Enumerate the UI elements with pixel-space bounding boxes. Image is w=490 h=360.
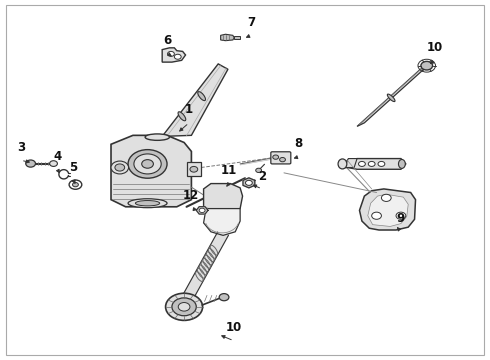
Polygon shape: [181, 232, 228, 301]
Text: 10: 10: [427, 41, 443, 54]
Circle shape: [381, 194, 391, 202]
Polygon shape: [162, 64, 228, 136]
Ellipse shape: [128, 199, 167, 208]
Circle shape: [73, 183, 78, 187]
Ellipse shape: [178, 112, 186, 121]
Circle shape: [172, 298, 196, 316]
Circle shape: [115, 164, 124, 171]
Circle shape: [378, 161, 385, 166]
Circle shape: [166, 293, 202, 320]
Polygon shape: [357, 66, 428, 126]
Circle shape: [134, 154, 161, 174]
Polygon shape: [203, 208, 240, 235]
Text: 9: 9: [397, 212, 405, 225]
Circle shape: [368, 161, 375, 166]
Circle shape: [219, 294, 229, 301]
Ellipse shape: [198, 92, 205, 100]
Circle shape: [199, 208, 205, 212]
FancyBboxPatch shape: [271, 152, 291, 164]
Circle shape: [174, 54, 181, 59]
Text: 1: 1: [185, 103, 193, 116]
Circle shape: [190, 166, 198, 172]
Circle shape: [273, 155, 279, 159]
Circle shape: [111, 161, 128, 174]
Text: 4: 4: [53, 150, 62, 163]
Circle shape: [421, 62, 433, 70]
Circle shape: [245, 180, 252, 185]
Ellipse shape: [387, 94, 395, 102]
Ellipse shape: [398, 159, 405, 168]
Circle shape: [168, 51, 174, 57]
Polygon shape: [196, 207, 208, 214]
Text: 7: 7: [247, 16, 255, 29]
Polygon shape: [111, 135, 192, 207]
Text: 8: 8: [294, 138, 303, 150]
Polygon shape: [220, 34, 234, 41]
Text: 5: 5: [70, 161, 77, 174]
Circle shape: [49, 161, 57, 166]
Polygon shape: [360, 189, 416, 230]
Ellipse shape: [145, 134, 170, 140]
Circle shape: [396, 212, 406, 219]
Text: 6: 6: [163, 34, 171, 47]
Circle shape: [142, 159, 153, 168]
Text: 12: 12: [182, 189, 198, 202]
Bar: [187, 162, 201, 176]
Polygon shape: [344, 158, 357, 167]
Circle shape: [359, 161, 366, 166]
Circle shape: [256, 168, 262, 172]
Circle shape: [178, 302, 190, 311]
Polygon shape: [343, 158, 406, 169]
Ellipse shape: [338, 159, 347, 169]
Polygon shape: [162, 48, 186, 62]
Polygon shape: [203, 184, 243, 212]
Circle shape: [128, 150, 167, 178]
Polygon shape: [368, 194, 408, 226]
Circle shape: [372, 212, 381, 219]
Text: 10: 10: [226, 321, 242, 334]
Text: 11: 11: [221, 164, 237, 177]
Ellipse shape: [135, 201, 160, 206]
Text: 2: 2: [258, 170, 266, 183]
Circle shape: [280, 157, 286, 162]
Circle shape: [26, 160, 35, 167]
Text: 3: 3: [17, 141, 25, 154]
Bar: [234, 36, 240, 39]
Polygon shape: [243, 178, 255, 188]
